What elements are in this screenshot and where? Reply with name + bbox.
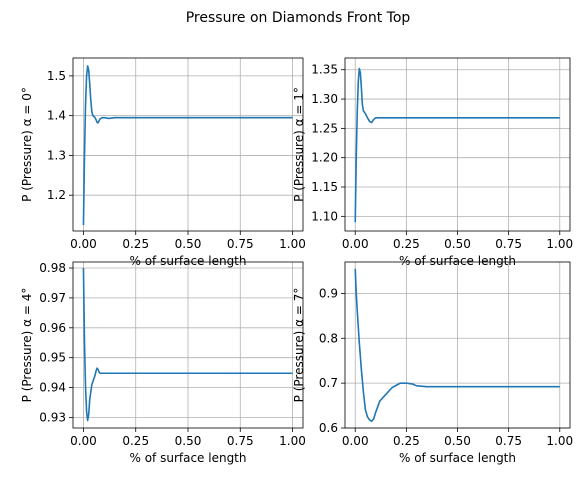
y-tick-label: 1.20 (311, 151, 338, 165)
x-tick-label: 0.25 (393, 434, 420, 448)
x-tick-label: 0.75 (495, 434, 522, 448)
series-line (82, 267, 293, 422)
x-tick-label: 1.00 (546, 434, 573, 448)
subplot-1: 0.00 0.25 0.50 0.75 1.00 1.2 1.3 1.4 1.5 % of sur… (20, 57, 306, 268)
y-tick-label: 0.93 (39, 411, 66, 425)
figure-suptitle: Pressure on Diamonds Front Top (186, 10, 411, 26)
y-tick-label: 0.8 (319, 331, 338, 345)
y-tick-label: 1.25 (311, 121, 338, 135)
x-tick-label: 1.00 (279, 237, 306, 251)
y-axis-label: P (Pressure) α = 1° (292, 87, 306, 202)
y-tick-label: 0.98 (39, 261, 66, 275)
x-tick-label: 0.00 (70, 237, 97, 251)
subplots-container: 0.00 0.25 0.50 0.75 1.00 1.2 1.3 1.4 1.5 % of sur… (20, 57, 573, 465)
x-tick-label: 0.50 (444, 434, 471, 448)
y-tick-label: 1.4 (47, 109, 66, 123)
y-axis-label: P (Pressure) α = 7° (292, 288, 306, 403)
x-axis-label: % of surface length (399, 451, 516, 465)
y-tick-label: 0.95 (39, 351, 66, 365)
y-tick-label: 1.3 (47, 148, 66, 162)
x-tick-label: 0.00 (70, 434, 97, 448)
y-axis-label: P (Pressure) α = 0° (20, 87, 34, 202)
x-tick-label: 0.75 (227, 434, 254, 448)
x-tick-label: 0.00 (342, 237, 369, 251)
x-tick-label: 0.75 (227, 237, 254, 251)
x-axis-label: % of surface length (399, 254, 516, 268)
x-tick-label: 0.50 (444, 237, 471, 251)
y-tick-label: 1.30 (311, 92, 338, 106)
y-axis-label: P (Pressure) α = 4° (20, 288, 34, 403)
x-tick-label: 0.25 (122, 237, 149, 251)
y-tick-label: 0.7 (319, 376, 338, 390)
x-tick-label: 0.75 (495, 237, 522, 251)
y-tick-label: 1.2 (47, 188, 66, 202)
x-axis-label: % of surface length (129, 254, 246, 268)
y-tick-label: 0.9 (319, 286, 338, 300)
x-tick-label: 0.25 (122, 434, 149, 448)
series-line (82, 65, 293, 226)
y-tick-label: 1.5 (47, 69, 66, 83)
subplot-3: 0.00 0.25 0.50 0.75 1.00 0.93 0.94 0.95 0.96 0.97… (20, 261, 306, 465)
y-tick-label: 1.10 (311, 209, 338, 223)
y-tick-label: 0.94 (39, 381, 66, 395)
y-tick-label: 0.96 (39, 321, 66, 335)
x-tick-label: 0.50 (175, 434, 202, 448)
x-tick-label: 1.00 (279, 434, 306, 448)
y-tick-label: 0.97 (39, 291, 66, 305)
y-tick-label: 1.35 (311, 63, 338, 77)
series-line (354, 268, 560, 423)
series-line (354, 67, 560, 223)
subplot-4: 0.00 0.25 0.50 0.75 1.00 0.6 0.7 0.8 0.9 % of sur… (292, 261, 573, 465)
x-tick-label: 0.50 (175, 237, 202, 251)
subplot-2: 0.00 0.25 0.50 0.75 1.00 1.10 1.15 1.20 1.25 1.30… (292, 57, 573, 268)
y-tick-label: 1.15 (311, 180, 338, 194)
x-tick-label: 0.25 (393, 237, 420, 251)
x-tick-label: 1.00 (546, 237, 573, 251)
x-axis-label: % of surface length (129, 451, 246, 465)
x-tick-label: 0.00 (342, 434, 369, 448)
y-tick-label: 0.6 (319, 421, 338, 435)
